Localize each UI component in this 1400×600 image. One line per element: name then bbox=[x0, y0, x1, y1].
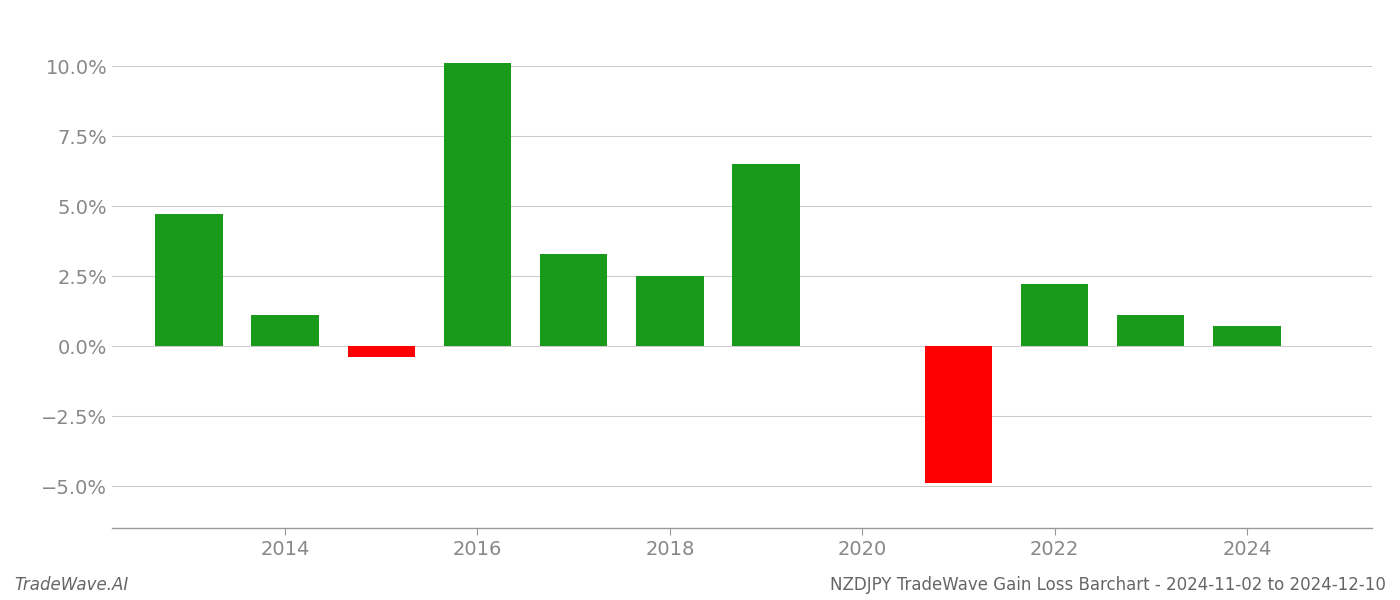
Bar bbox=[1214, 326, 1281, 346]
Bar bbox=[252, 315, 319, 346]
Bar bbox=[155, 214, 223, 346]
Bar bbox=[1117, 315, 1184, 346]
Bar bbox=[925, 346, 993, 483]
Bar bbox=[444, 63, 511, 346]
Text: NZDJPY TradeWave Gain Loss Barchart - 2024-11-02 to 2024-12-10: NZDJPY TradeWave Gain Loss Barchart - 20… bbox=[830, 576, 1386, 594]
Bar bbox=[347, 346, 414, 357]
Bar bbox=[1021, 284, 1088, 346]
Bar bbox=[636, 276, 704, 346]
Bar bbox=[732, 164, 799, 346]
Bar bbox=[540, 254, 608, 346]
Text: TradeWave.AI: TradeWave.AI bbox=[14, 576, 129, 594]
